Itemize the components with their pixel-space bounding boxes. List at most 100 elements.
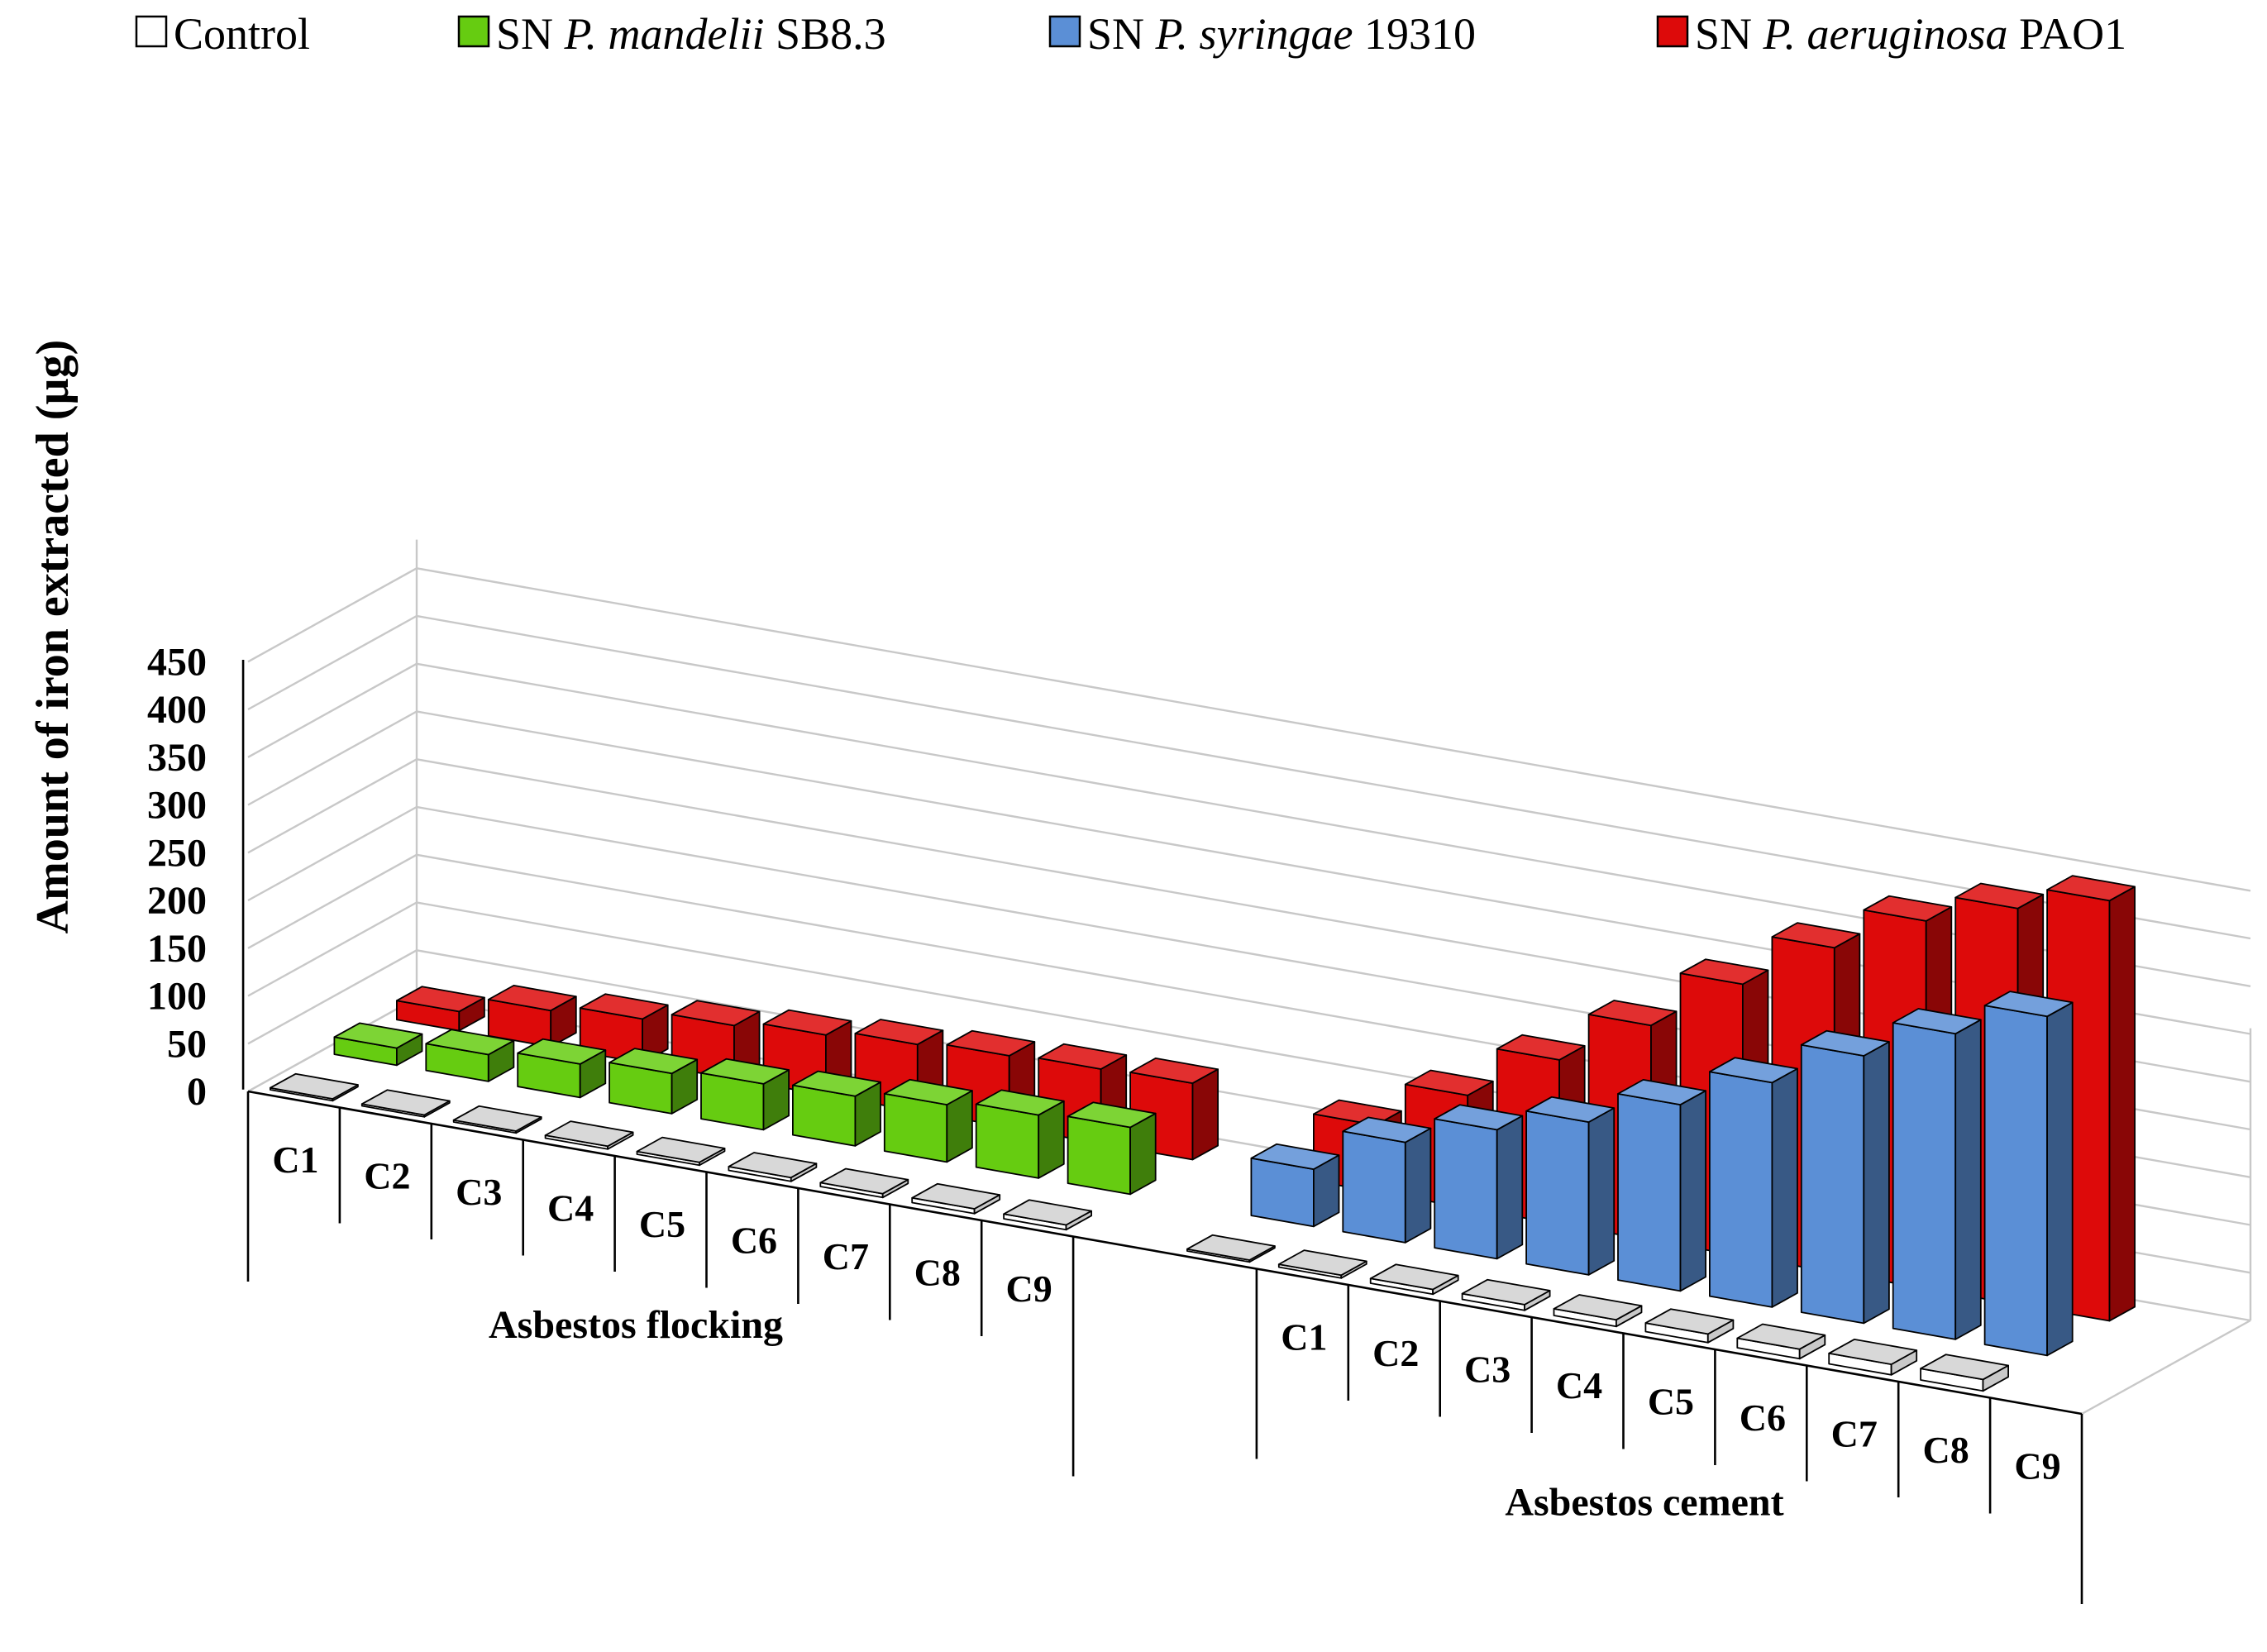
bar-cement-syringae-c7-side	[1863, 1041, 1890, 1325]
bar-flocking-aeruginosa-c5-top	[762, 1009, 852, 1036]
bar-flocking-control-c4-top	[544, 1120, 634, 1148]
floor-right-edge	[2081, 1319, 2251, 1416]
bar-cement-aeruginosa-c3-top	[1496, 1034, 1586, 1061]
bar-cement-syringae-c2-front	[1342, 1130, 1406, 1244]
bar-flocking-mandelii-c2	[425, 1029, 515, 1082]
bar-flocking-control-c1-top	[269, 1072, 359, 1100]
bar-flocking-aeruginosa-c7-top	[946, 1029, 1036, 1057]
bar-flocking-mandelii-c7	[883, 1078, 973, 1163]
legend-swatch-syringae	[1048, 15, 1081, 48]
bar-cement-syringae-c6-side	[1771, 1067, 1798, 1308]
x-tick-label-flocking-c9: C9	[1006, 1268, 1052, 1310]
bar-flocking-mandelii-c8-top	[975, 1089, 1065, 1116]
chart-bars	[269, 875, 2136, 1392]
x-axis-line	[247, 1090, 2083, 1416]
y-tick-label-150: 150	[147, 927, 207, 971]
x-tick-label-cement-c6: C6	[1740, 1397, 1786, 1439]
y-tick-label-50: 50	[167, 1022, 207, 1066]
y-tick-label-350: 350	[147, 736, 207, 780]
bar-cement-control-c2	[1277, 1249, 1367, 1279]
bar-cement-syringae-c6	[1708, 1057, 1798, 1308]
bar-cement-control-c4-top	[1461, 1278, 1551, 1306]
legend-swatch-aeruginosa	[1656, 15, 1689, 48]
bar-flocking-aeruginosa-c9-side	[1191, 1068, 1219, 1161]
bar-cement-aeruginosa-c8-top	[1954, 882, 2045, 910]
bar-cement-syringae-c5-front	[1617, 1093, 1682, 1292]
bar-flocking-aeruginosa-c4-top	[671, 1000, 761, 1027]
bar-flocking-mandelii-c3-top	[517, 1038, 607, 1065]
legend-label-mandelii: SN P. mandelii SB8.3	[496, 9, 886, 59]
y-tick-label-250: 250	[147, 831, 207, 875]
bar-flocking-mandelii-c9	[1067, 1101, 1157, 1196]
x-tick-label-flocking-c4: C4	[547, 1186, 594, 1229]
bar-cement-syringae-c4-front	[1525, 1110, 1590, 1276]
bar-flocking-control-c4	[544, 1120, 634, 1150]
y-tick-label-100: 100	[147, 975, 207, 1019]
x-tick-label-flocking-c3: C3	[456, 1171, 502, 1213]
x-tick-label-cement-c1: C1	[1281, 1315, 1327, 1358]
x-tick-label-cement-c3: C3	[1464, 1348, 1511, 1390]
bar-cement-syringae-c4-top	[1525, 1096, 1616, 1123]
bar-cement-syringae-c8	[1892, 1008, 1982, 1340]
bar-cement-control-c6-top	[1644, 1308, 1735, 1335]
bar-cement-syringae-c7-front	[1800, 1043, 1865, 1325]
bar-flocking-aeruginosa-c3-top	[579, 993, 669, 1020]
bar-flocking-control-c7	[819, 1167, 909, 1199]
bar-cement-syringae-c6-front	[1708, 1071, 1773, 1308]
bar-cement-syringae-c6-top	[1708, 1057, 1798, 1084]
bar-cement-syringae-c3	[1434, 1104, 1524, 1260]
bar-cement-control-c9	[1920, 1354, 2010, 1392]
bar-cement-control-c2-top	[1277, 1249, 1367, 1277]
bar-cement-control-c7	[1736, 1323, 1826, 1360]
bar-cement-syringae-c9-front	[1983, 1005, 2049, 1357]
x-tick-label-flocking-c5: C5	[639, 1203, 685, 1245]
bar-flocking-mandelii-c5	[700, 1058, 790, 1131]
bar-flocking-mandelii-c9-top	[1067, 1101, 1157, 1129]
bar-cement-control-c1-top	[1186, 1234, 1276, 1261]
legend-label-control: Control	[174, 9, 310, 59]
bar-cement-control-c8	[1828, 1339, 1918, 1376]
legend-swatch-mandelii	[457, 15, 490, 48]
legend-label-aeruginosa: SN P. aeruginosa PAO1	[1695, 9, 2126, 59]
bar-cement-syringae-c3-top	[1434, 1104, 1524, 1131]
bar-cement-control-c3	[1369, 1263, 1459, 1296]
bar-flocking-aeruginosa-c1-top	[395, 986, 485, 1013]
y-tick-label-300: 300	[147, 784, 207, 828]
bar-cement-syringae-c7	[1800, 1029, 1890, 1325]
bar-cement-syringae-c5-side	[1679, 1090, 1707, 1292]
bar-cement-control-c9-top	[1920, 1354, 2010, 1381]
bar-cement-syringae-c4-side	[1587, 1107, 1616, 1276]
x-tick-label-flocking-c7: C7	[823, 1235, 869, 1277]
bar-cement-control-c4	[1461, 1278, 1551, 1311]
x-tick-label-flocking-c8: C8	[914, 1251, 961, 1293]
bar-cement-syringae-c1-front	[1250, 1157, 1315, 1228]
bar-flocking-control-c8	[911, 1182, 1001, 1215]
bar-cement-syringae-c8-side	[1954, 1019, 1982, 1340]
bar-cement-syringae-c2-top	[1342, 1116, 1432, 1144]
bar-cement-syringae-c7-top	[1800, 1029, 1890, 1057]
bar-cement-control-c3-top	[1369, 1263, 1459, 1291]
bar-flocking-control-c5-top	[636, 1136, 726, 1163]
bar-cement-syringae-c5-top	[1617, 1079, 1707, 1105]
chart-walls	[247, 539, 2252, 1416]
group-label-flocking: Asbestos flocking	[489, 1303, 783, 1347]
bar-cement-syringae-c9-side	[2046, 1001, 2074, 1357]
bar-flocking-control-c5	[636, 1136, 726, 1167]
bar-flocking-control-c1	[269, 1072, 359, 1102]
bar-cement-syringae-c1-top	[1250, 1143, 1340, 1170]
bar-flocking-aeruginosa-c8-top	[1038, 1043, 1128, 1070]
legend-label-syringae: SN P. syringae 19310	[1087, 9, 1476, 59]
bar-flocking-control-c7-top	[819, 1167, 909, 1195]
bar-flocking-mandelii-c1	[333, 1022, 423, 1067]
bar-flocking-mandelii-c7-top	[883, 1078, 973, 1105]
y-axis-title: Amount of iron extracted (µg)	[27, 340, 79, 934]
bar-cement-control-c8-top	[1828, 1339, 1918, 1365]
bar-flocking-mandelii-c3	[517, 1038, 607, 1099]
bar-cement-control-c5-top	[1553, 1294, 1643, 1321]
legend: Control SN P. mandelii SB8.3 SN P. syringa…	[135, 9, 2126, 59]
bar-cement-control-c1	[1186, 1234, 1276, 1263]
bar-flocking-mandelii-c4-top	[609, 1048, 699, 1075]
x-tick-label-flocking-c6: C6	[731, 1219, 777, 1261]
bar-flocking-control-c2	[360, 1089, 451, 1118]
